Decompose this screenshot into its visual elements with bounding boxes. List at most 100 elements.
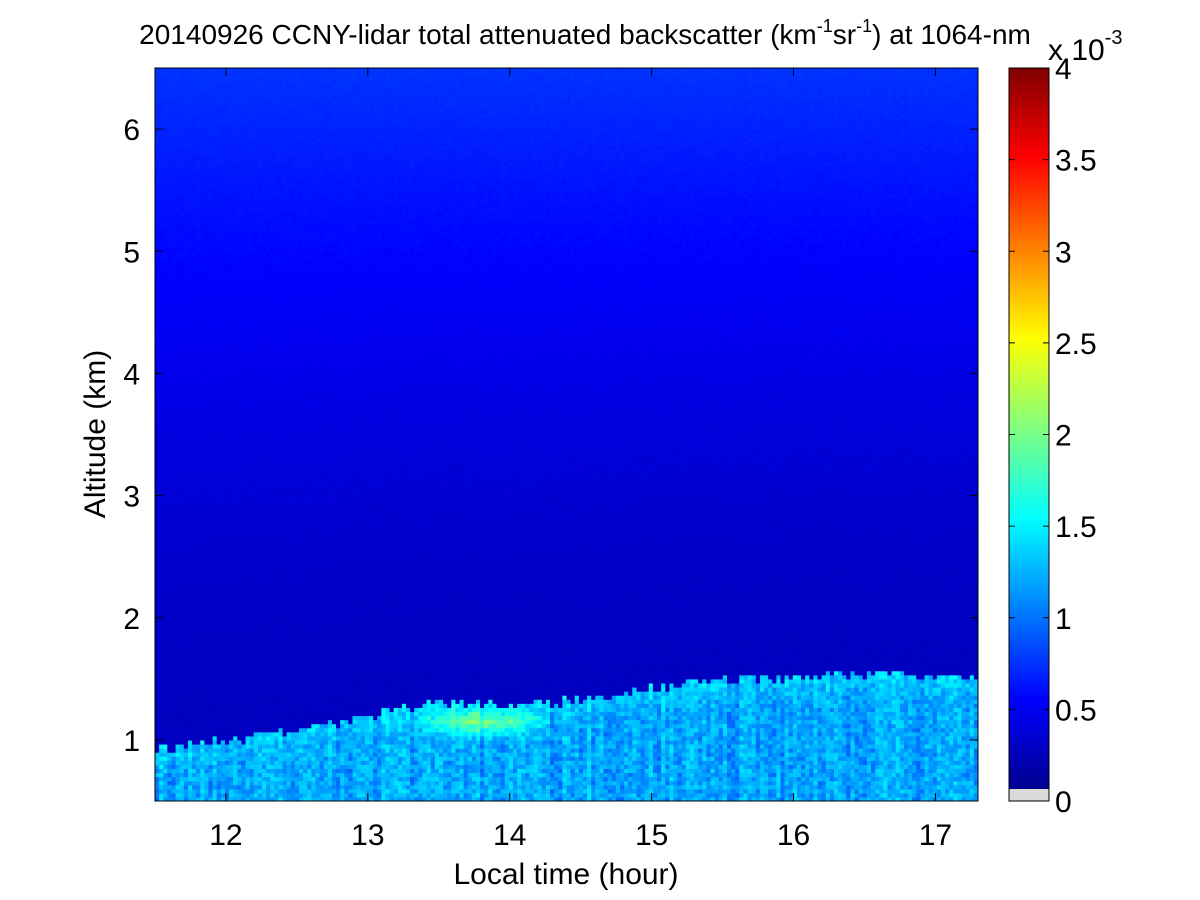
heatmap-cell bbox=[245, 695, 251, 700]
heatmap-cell bbox=[212, 458, 218, 464]
heatmap-cell bbox=[241, 206, 247, 212]
heatmap-cell bbox=[175, 100, 181, 106]
heatmap-cell bbox=[216, 731, 222, 737]
heatmap-cell bbox=[167, 625, 173, 631]
heatmap-cell bbox=[163, 528, 168, 533]
heatmap-cell bbox=[233, 88, 238, 94]
heatmap-cell bbox=[167, 259, 173, 265]
heatmap-cell bbox=[175, 450, 181, 456]
heatmap-cell bbox=[224, 418, 230, 423]
heatmap-cell bbox=[245, 646, 251, 651]
heatmap-cell bbox=[208, 572, 214, 578]
heatmap-cell bbox=[208, 515, 214, 521]
heatmap-cell bbox=[257, 678, 263, 684]
heatmap-cell bbox=[179, 88, 185, 94]
heatmap-cell bbox=[187, 613, 193, 619]
heatmap-cell bbox=[212, 324, 218, 330]
heatmap-cell bbox=[241, 271, 247, 277]
heatmap-cell bbox=[224, 190, 230, 195]
heatmap-cell bbox=[163, 577, 168, 582]
heatmap-cell bbox=[196, 703, 201, 708]
heatmap-cell bbox=[163, 430, 168, 436]
heatmap-cell bbox=[249, 528, 255, 533]
heatmap-cell bbox=[163, 304, 168, 309]
heatmap-cell bbox=[216, 739, 222, 745]
heatmap-cell bbox=[155, 80, 160, 85]
heatmap-cell bbox=[196, 634, 201, 639]
heatmap-cell bbox=[200, 703, 205, 708]
heatmap-cell bbox=[224, 752, 230, 757]
heatmap-cell bbox=[237, 120, 243, 126]
heatmap-cell bbox=[241, 373, 247, 379]
heatmap-cell bbox=[167, 234, 173, 240]
heatmap-cell bbox=[196, 304, 201, 309]
heatmap-cell bbox=[220, 450, 226, 456]
heatmap-cell bbox=[224, 328, 230, 334]
heatmap-cell bbox=[220, 515, 226, 521]
heatmap-cell bbox=[179, 613, 185, 619]
heatmap-cell bbox=[179, 198, 185, 203]
heatmap-cell bbox=[187, 662, 193, 668]
heatmap-cell bbox=[196, 251, 201, 256]
heatmap-cell bbox=[266, 629, 271, 635]
heatmap-cell bbox=[229, 491, 234, 497]
heatmap-cell bbox=[220, 397, 226, 403]
heatmap-cell bbox=[187, 707, 193, 713]
heatmap-cell bbox=[241, 507, 247, 513]
heatmap-cell bbox=[249, 316, 255, 322]
heatmap-cell bbox=[179, 222, 185, 228]
heatmap-cell bbox=[175, 198, 181, 203]
heatmap-cell bbox=[196, 72, 201, 77]
heatmap-cell bbox=[192, 528, 197, 533]
heatmap-cell bbox=[187, 638, 193, 643]
heatmap-cell bbox=[224, 662, 230, 668]
heatmap-cell bbox=[233, 304, 238, 309]
heatmap-cell bbox=[179, 153, 185, 159]
heatmap-cell bbox=[220, 230, 226, 236]
heatmap-cell bbox=[261, 88, 267, 94]
heatmap-cell bbox=[163, 686, 168, 692]
heatmap-cell bbox=[204, 727, 210, 733]
heatmap-cell bbox=[212, 316, 218, 322]
heatmap-cell bbox=[257, 120, 263, 126]
heatmap-cell bbox=[220, 764, 226, 770]
heatmap-cell bbox=[257, 332, 263, 338]
heatmap-cell bbox=[249, 397, 255, 403]
heatmap-cell bbox=[200, 389, 205, 395]
heatmap-cell bbox=[183, 597, 189, 603]
heatmap-cell bbox=[220, 263, 226, 269]
heatmap-cell bbox=[245, 194, 251, 199]
heatmap-cell bbox=[241, 463, 247, 468]
heatmap-cell bbox=[175, 743, 181, 749]
heatmap-cell bbox=[261, 120, 267, 126]
heatmap-cell bbox=[245, 556, 251, 562]
heatmap-cell bbox=[233, 283, 238, 289]
heatmap-cell bbox=[159, 438, 164, 444]
heatmap-cell bbox=[204, 381, 210, 387]
heatmap-cell bbox=[187, 120, 193, 126]
heatmap-cell bbox=[229, 479, 234, 484]
heatmap-cell bbox=[187, 454, 193, 460]
heatmap-cell bbox=[179, 650, 185, 655]
heatmap-cell bbox=[187, 348, 193, 354]
heatmap-cell bbox=[249, 137, 255, 142]
heatmap-cell bbox=[208, 80, 214, 85]
heatmap-cell bbox=[224, 438, 230, 444]
heatmap-cell bbox=[200, 634, 205, 639]
heatmap-cell bbox=[196, 699, 201, 704]
heatmap-cell bbox=[187, 585, 193, 590]
heatmap-cell bbox=[229, 300, 234, 305]
heatmap-cell bbox=[266, 662, 271, 668]
heatmap-cell bbox=[237, 784, 243, 790]
heatmap-cell bbox=[171, 401, 177, 407]
heatmap-cell bbox=[167, 743, 173, 749]
heatmap-cell bbox=[249, 593, 255, 598]
heatmap-cell bbox=[179, 304, 185, 309]
heatmap-cell bbox=[266, 328, 271, 334]
heatmap-cell bbox=[155, 475, 160, 480]
heatmap-cell bbox=[183, 731, 189, 737]
heatmap-cell bbox=[261, 719, 267, 725]
heatmap-cell bbox=[212, 572, 218, 578]
heatmap-cell bbox=[183, 161, 189, 167]
heatmap-cell bbox=[155, 222, 160, 228]
